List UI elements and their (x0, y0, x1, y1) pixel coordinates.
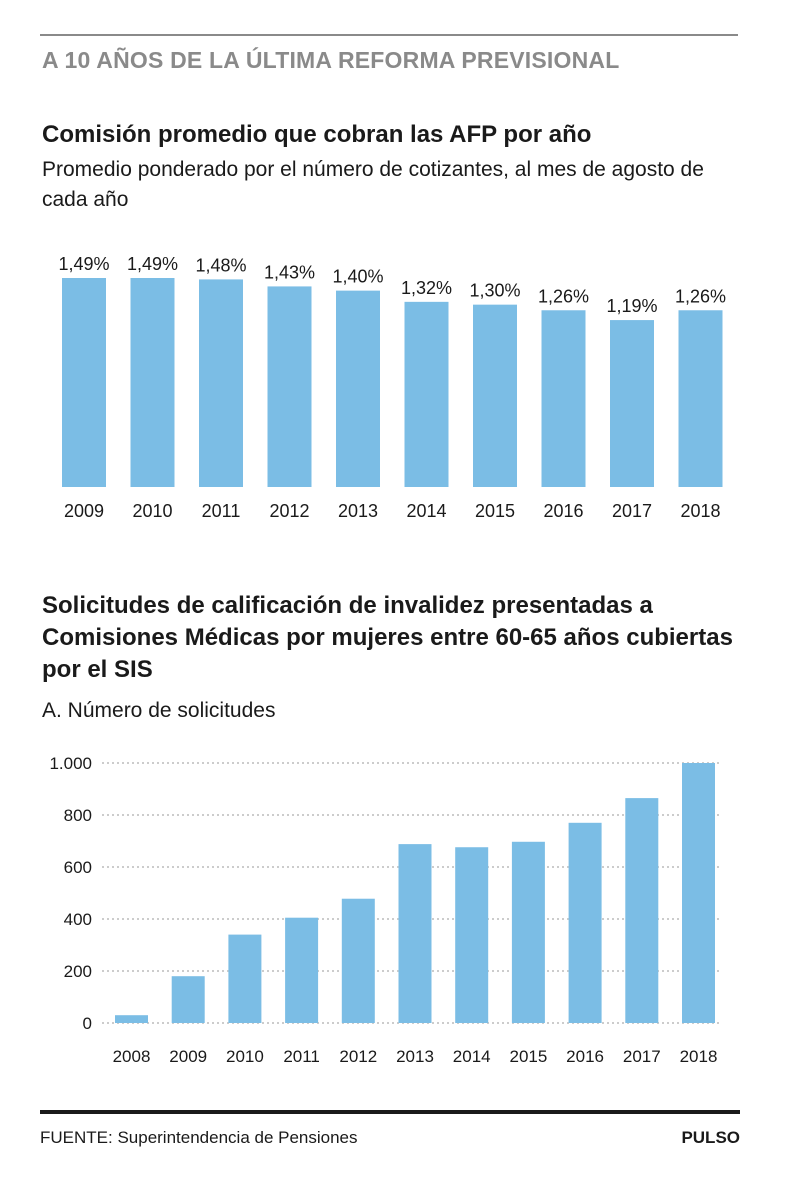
x-tick-label-2008: 2008 (113, 1047, 151, 1066)
chart1-subtitle: Promedio ponderado por el número de coti… (42, 158, 704, 211)
data-label-2010: 1,49% (127, 254, 178, 274)
bar-2011 (285, 917, 319, 1023)
y-tick-label-800: 800 (64, 806, 92, 825)
x-tick-label-2014: 2014 (406, 501, 446, 521)
bar-2016 (541, 310, 586, 487)
x-tick-label-2013: 2013 (396, 1047, 434, 1066)
brand-logo: PULSO (681, 1128, 740, 1147)
bar-2014 (455, 847, 489, 1023)
x-tick-label-2013: 2013 (338, 501, 378, 521)
data-label-2013: 1,40% (332, 267, 383, 287)
bar-2013 (336, 290, 380, 487)
x-tick-label-2016: 2016 (566, 1047, 604, 1066)
x-tick-label-2017: 2017 (623, 1047, 661, 1066)
bar-2016 (568, 822, 602, 1023)
bar-2018 (678, 310, 723, 487)
source-note: FUENTE: Superintendencia de Pensiones (40, 1128, 358, 1147)
x-tick-label-2015: 2015 (509, 1047, 547, 1066)
x-tick-label-2009: 2009 (64, 501, 104, 521)
y-tick-label-600: 600 (64, 858, 92, 877)
x-tick-label-2011: 2011 (202, 501, 241, 521)
bar-2014 (404, 301, 449, 487)
x-tick-label-2012: 2012 (269, 501, 309, 521)
y-tick-label-1000: 1.000 (49, 754, 92, 773)
bar-2008 (115, 1015, 148, 1023)
data-label-2009: 1,49% (58, 254, 109, 274)
data-label-2016: 1,26% (538, 286, 589, 306)
bar-2012 (341, 898, 375, 1023)
chart2-title: Solicitudes de calificación de invalidez… (42, 592, 733, 683)
y-tick-label-200: 200 (64, 962, 92, 981)
x-tick-label-2018: 2018 (680, 501, 720, 521)
bar-2012 (267, 286, 312, 487)
commission-bar-chart: 1,49% 2009 1,49% 2010 1,48% 2011 1,43% 2012 1,40… (58, 254, 726, 521)
data-label-2018: 1,26% (675, 286, 726, 306)
x-tick-label-2010: 2010 (226, 1047, 264, 1066)
x-tick-label-2010: 2010 (132, 501, 172, 521)
bar-2017 (625, 798, 659, 1023)
bottom-rule (40, 1110, 740, 1114)
bar-2011 (199, 279, 243, 487)
bar-2017 (610, 320, 654, 487)
x-tick-label-2015: 2015 (475, 501, 515, 521)
kicker: A 10 AÑOS DE LA ÚLTIMA REFORMA PREVISION… (42, 47, 620, 73)
data-label-2012: 1,43% (264, 262, 315, 282)
bar-2009 (62, 278, 106, 487)
bar-2009 (171, 976, 205, 1023)
x-tick-label-2017: 2017 (612, 501, 652, 521)
bar-2015 (473, 304, 517, 487)
chart1-title: Comisión promedio que cobran las AFP por… (42, 121, 592, 148)
chart2-subtitle: A. Número de solicitudes (42, 699, 276, 722)
data-label-2017: 1,19% (606, 296, 657, 316)
y-tick-label-0: 0 (83, 1014, 92, 1033)
bar-2018 (682, 763, 715, 1023)
bar-2015 (511, 841, 545, 1023)
bar-2010 (130, 278, 175, 487)
top-rule (40, 34, 738, 36)
bar-2013 (398, 844, 432, 1023)
x-tick-label-2018: 2018 (680, 1047, 718, 1066)
x-tick-label-2012: 2012 (339, 1047, 377, 1066)
requests-bar-chart: 0 200 400 600 800 1.000 2008 2009 2010 2011 2012 20… (49, 754, 722, 1066)
bar-2010 (228, 934, 262, 1023)
x-tick-label-2014: 2014 (453, 1047, 491, 1066)
x-tick-label-2016: 2016 (543, 501, 583, 521)
data-label-2014: 1,32% (401, 278, 452, 298)
data-label-2015: 1,30% (469, 281, 520, 301)
y-tick-label-400: 400 (64, 910, 92, 929)
x-tick-label-2011: 2011 (283, 1047, 320, 1066)
x-tick-label-2009: 2009 (169, 1047, 207, 1066)
data-label-2011: 1,48% (195, 255, 246, 275)
